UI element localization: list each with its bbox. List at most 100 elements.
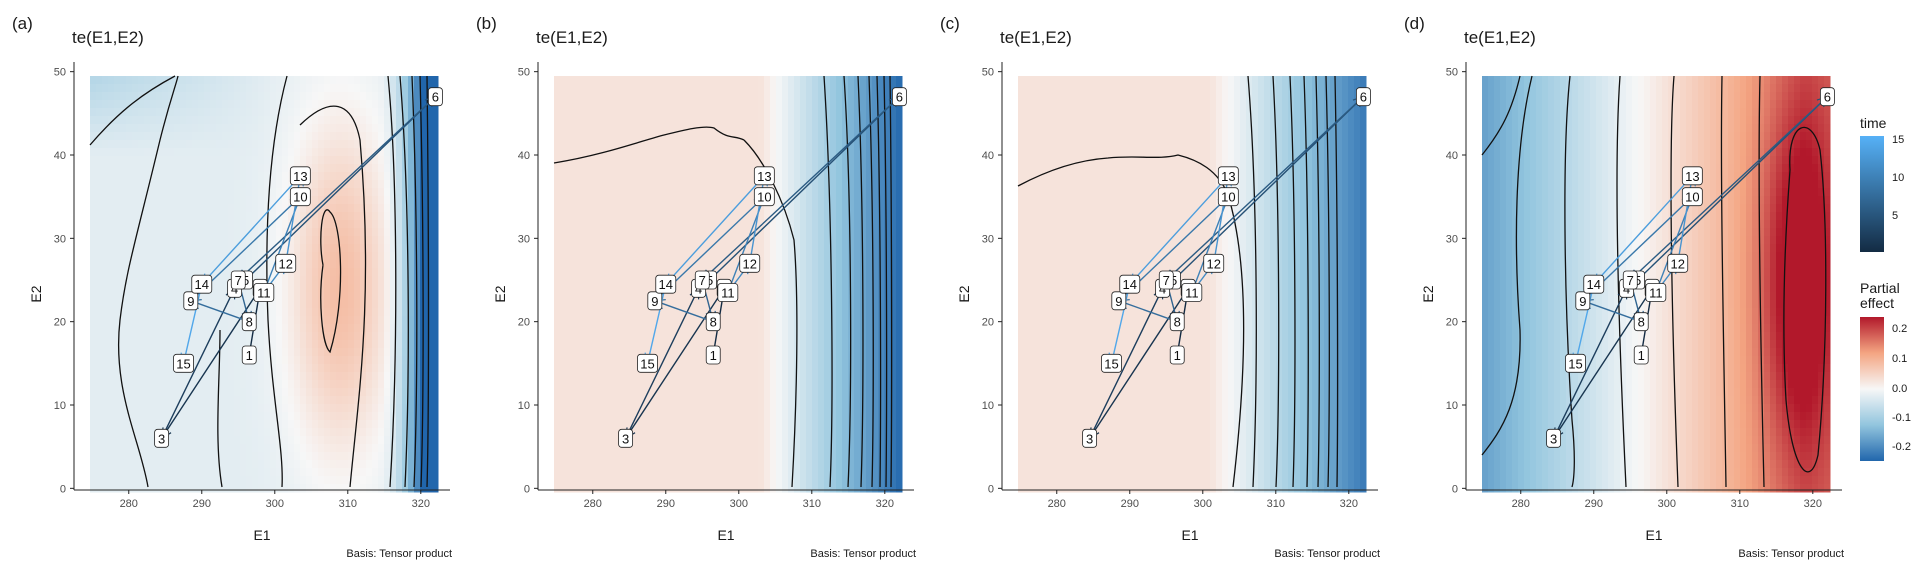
- heatmap-cell: [306, 100, 313, 109]
- heatmap-cell: [590, 420, 597, 429]
- heatmap-cell: [620, 484, 627, 493]
- heatmap-cell: [722, 300, 729, 309]
- heatmap-cell: [288, 276, 295, 285]
- heatmap-cell: [324, 156, 331, 165]
- heatmap-cell: [228, 460, 235, 469]
- heatmap-cell: [426, 148, 433, 157]
- heatmap-cell: [372, 452, 379, 461]
- heatmap-cell: [192, 324, 199, 333]
- heatmap-cell: [668, 404, 675, 413]
- heatmap-cell: [342, 300, 349, 309]
- heatmap-cell: [572, 316, 579, 325]
- heatmap-cell: [590, 300, 597, 309]
- heatmap-cell: [108, 188, 115, 197]
- heatmap-cell: [716, 468, 723, 477]
- heatmap-cell: [698, 260, 705, 269]
- heatmap-cell: [312, 212, 319, 221]
- heatmap-cell: [752, 108, 759, 117]
- heatmap-cell: [252, 308, 259, 317]
- heatmap-cell: [240, 228, 247, 237]
- heatmap-cell: [198, 124, 205, 133]
- heatmap-cell: [276, 228, 283, 237]
- heatmap-cell: [162, 380, 169, 389]
- heatmap-cell: [126, 84, 133, 93]
- heatmap-cell: [216, 436, 223, 445]
- heatmap-cell: [258, 124, 265, 133]
- heatmap-cell: [150, 292, 157, 301]
- heatmap-cell: [578, 188, 585, 197]
- heatmap-cell: [270, 356, 277, 365]
- heatmap-cell: [306, 252, 313, 261]
- heatmap-cell: [674, 164, 681, 173]
- heatmap-cell: [596, 404, 603, 413]
- heatmap-cell: [378, 396, 385, 405]
- heatmap-cell: [426, 412, 433, 421]
- heatmap-cell: [168, 84, 175, 93]
- heatmap-cell: [396, 476, 403, 485]
- heatmap-cell: [330, 348, 337, 357]
- heatmap-cell: [354, 300, 361, 309]
- heatmap-cell: [608, 412, 615, 421]
- heatmap-cell: [288, 148, 295, 157]
- heatmap-cell: [102, 276, 109, 285]
- heatmap-cell: [384, 140, 391, 149]
- heatmap-cell: [144, 340, 151, 349]
- heatmap-cell: [204, 316, 211, 325]
- heatmap-cell: [306, 244, 313, 253]
- heatmap-cell: [656, 172, 663, 181]
- heatmap-cell: [192, 172, 199, 181]
- heatmap-cell: [728, 76, 735, 85]
- heatmap-cell: [156, 196, 163, 205]
- heatmap-cell: [114, 436, 121, 445]
- heatmap-cell: [258, 348, 265, 357]
- heatmap-cell: [692, 244, 699, 253]
- heatmap-cell: [740, 436, 747, 445]
- heatmap-cell: [680, 84, 687, 93]
- heatmap-cell: [728, 324, 735, 333]
- heatmap-cell: [168, 124, 175, 133]
- heatmap-cell: [626, 268, 633, 277]
- heatmap-cell: [222, 308, 229, 317]
- heatmap-cell: [614, 436, 621, 445]
- heatmap-cell: [300, 340, 307, 349]
- heatmap-cell: [692, 412, 699, 421]
- heatmap-cell: [638, 292, 645, 301]
- heatmap-cell: [674, 260, 681, 269]
- heatmap-cell: [656, 324, 663, 333]
- heatmap-cell: [608, 396, 615, 405]
- heatmap-cell: [312, 340, 319, 349]
- heatmap-cell: [348, 260, 355, 269]
- heatmap-cell: [710, 332, 717, 341]
- heatmap-cell: [342, 420, 349, 429]
- heatmap-cell: [764, 276, 771, 285]
- heatmap-cell: [276, 476, 283, 485]
- heatmap-cell: [584, 300, 591, 309]
- heatmap-cell: [560, 148, 567, 157]
- heatmap-cell: [584, 284, 591, 293]
- heatmap-cell: [132, 252, 139, 261]
- heatmap-cell: [102, 284, 109, 293]
- heatmap-cell: [704, 428, 711, 437]
- heatmap-cell: [360, 292, 367, 301]
- heatmap-cell: [758, 452, 765, 461]
- heatmap-cell: [192, 468, 199, 477]
- heatmap-cell: [704, 300, 711, 309]
- heatmap-cell: [390, 76, 397, 85]
- heatmap-cell: [366, 84, 373, 93]
- heatmap-cell: [650, 132, 657, 141]
- heatmap-cell: [150, 428, 157, 437]
- heatmap-cell: [414, 180, 421, 189]
- heatmap-cell: [728, 452, 735, 461]
- heatmap-cell: [336, 484, 343, 493]
- heatmap-cell: [638, 460, 645, 469]
- heatmap-cell: [420, 204, 427, 213]
- heatmap-cell: [378, 124, 385, 133]
- heatmap-cell: [156, 420, 163, 429]
- heatmap-cell: [704, 412, 711, 421]
- heatmap-cell: [354, 332, 361, 341]
- heatmap-cell: [198, 100, 205, 109]
- heatmap-cell: [318, 212, 325, 221]
- heatmap-cell: [614, 252, 621, 261]
- heatmap-cell: [656, 436, 663, 445]
- heatmap-cell: [638, 276, 645, 285]
